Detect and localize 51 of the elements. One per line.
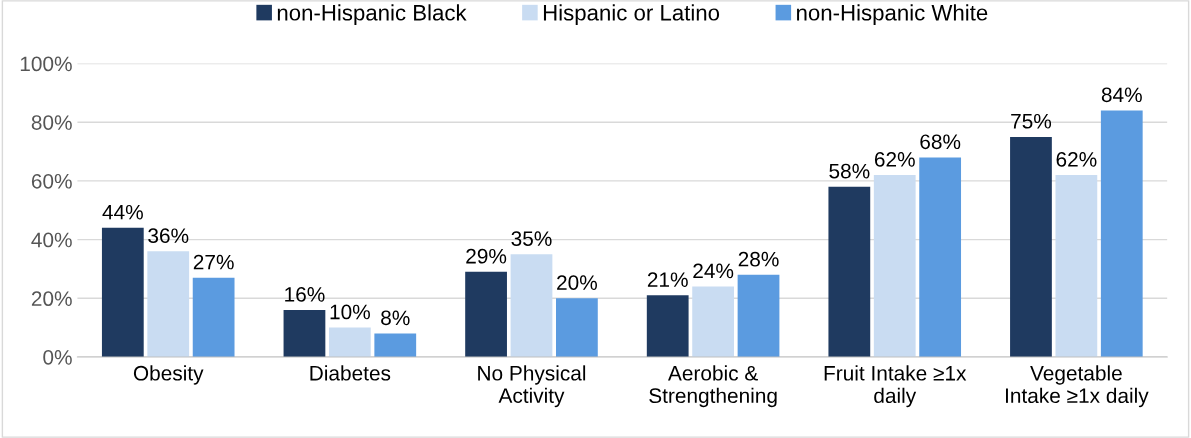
data-label: 29% bbox=[466, 248, 507, 264]
bar bbox=[828, 186, 871, 357]
legend-label: non-Hispanic Black bbox=[277, 4, 467, 25]
x-tick-label: Obesity bbox=[133, 365, 204, 385]
bar bbox=[192, 277, 235, 357]
bar bbox=[873, 175, 916, 357]
data-label: 20% bbox=[557, 275, 597, 290]
bar bbox=[283, 310, 326, 357]
data-label: 68% bbox=[920, 134, 961, 150]
data-label: 62% bbox=[874, 151, 915, 167]
x-tick-label: Aerobic & Strengthening bbox=[649, 365, 777, 408]
bar bbox=[737, 274, 780, 357]
bar bbox=[1010, 136, 1052, 357]
data-label: 35% bbox=[511, 231, 552, 246]
data-label: 8% bbox=[381, 310, 410, 326]
bar bbox=[147, 251, 190, 357]
data-label: 28% bbox=[738, 251, 779, 267]
y-tick-label: 100% bbox=[20, 56, 72, 72]
data-label: 16% bbox=[285, 286, 325, 302]
y-tick-label: 40% bbox=[31, 232, 72, 248]
data-label: 62% bbox=[1056, 151, 1097, 167]
bar bbox=[465, 271, 507, 357]
x-tick-label: No Physical Activity bbox=[478, 365, 586, 408]
legend-label: non-Hispanic White bbox=[797, 4, 988, 25]
y-tick-label: 80% bbox=[31, 115, 72, 130]
data-label: 36% bbox=[148, 228, 189, 244]
bar bbox=[1055, 175, 1098, 357]
bar bbox=[556, 298, 598, 357]
bar bbox=[1100, 110, 1143, 357]
y-tick-label: 60% bbox=[31, 173, 72, 189]
bar bbox=[510, 254, 553, 357]
bar bbox=[692, 286, 734, 357]
x-tick-label: Vegetable Intake ≥1x daily bbox=[1005, 365, 1149, 408]
legend-label: Hispanic or Latino bbox=[543, 4, 720, 25]
x-tick-label: Diabetes bbox=[310, 365, 391, 381]
data-label: 75% bbox=[1011, 113, 1052, 129]
y-tick-label: 20% bbox=[31, 291, 72, 307]
data-label: 21% bbox=[647, 272, 688, 287]
data-label: 27% bbox=[193, 254, 234, 270]
bar bbox=[646, 295, 689, 357]
bar bbox=[374, 333, 417, 357]
data-label: 10% bbox=[330, 304, 370, 320]
y-tick-label: 0% bbox=[43, 349, 72, 365]
data-label: 58% bbox=[829, 163, 870, 179]
data-label: 84% bbox=[1101, 87, 1142, 103]
data-label: 24% bbox=[693, 263, 734, 279]
bar bbox=[101, 227, 144, 357]
bar bbox=[328, 327, 371, 357]
x-tick-label: Fruit Intake ≥1x daily bbox=[824, 365, 967, 408]
data-label: 44% bbox=[102, 204, 143, 220]
bar bbox=[919, 157, 962, 357]
